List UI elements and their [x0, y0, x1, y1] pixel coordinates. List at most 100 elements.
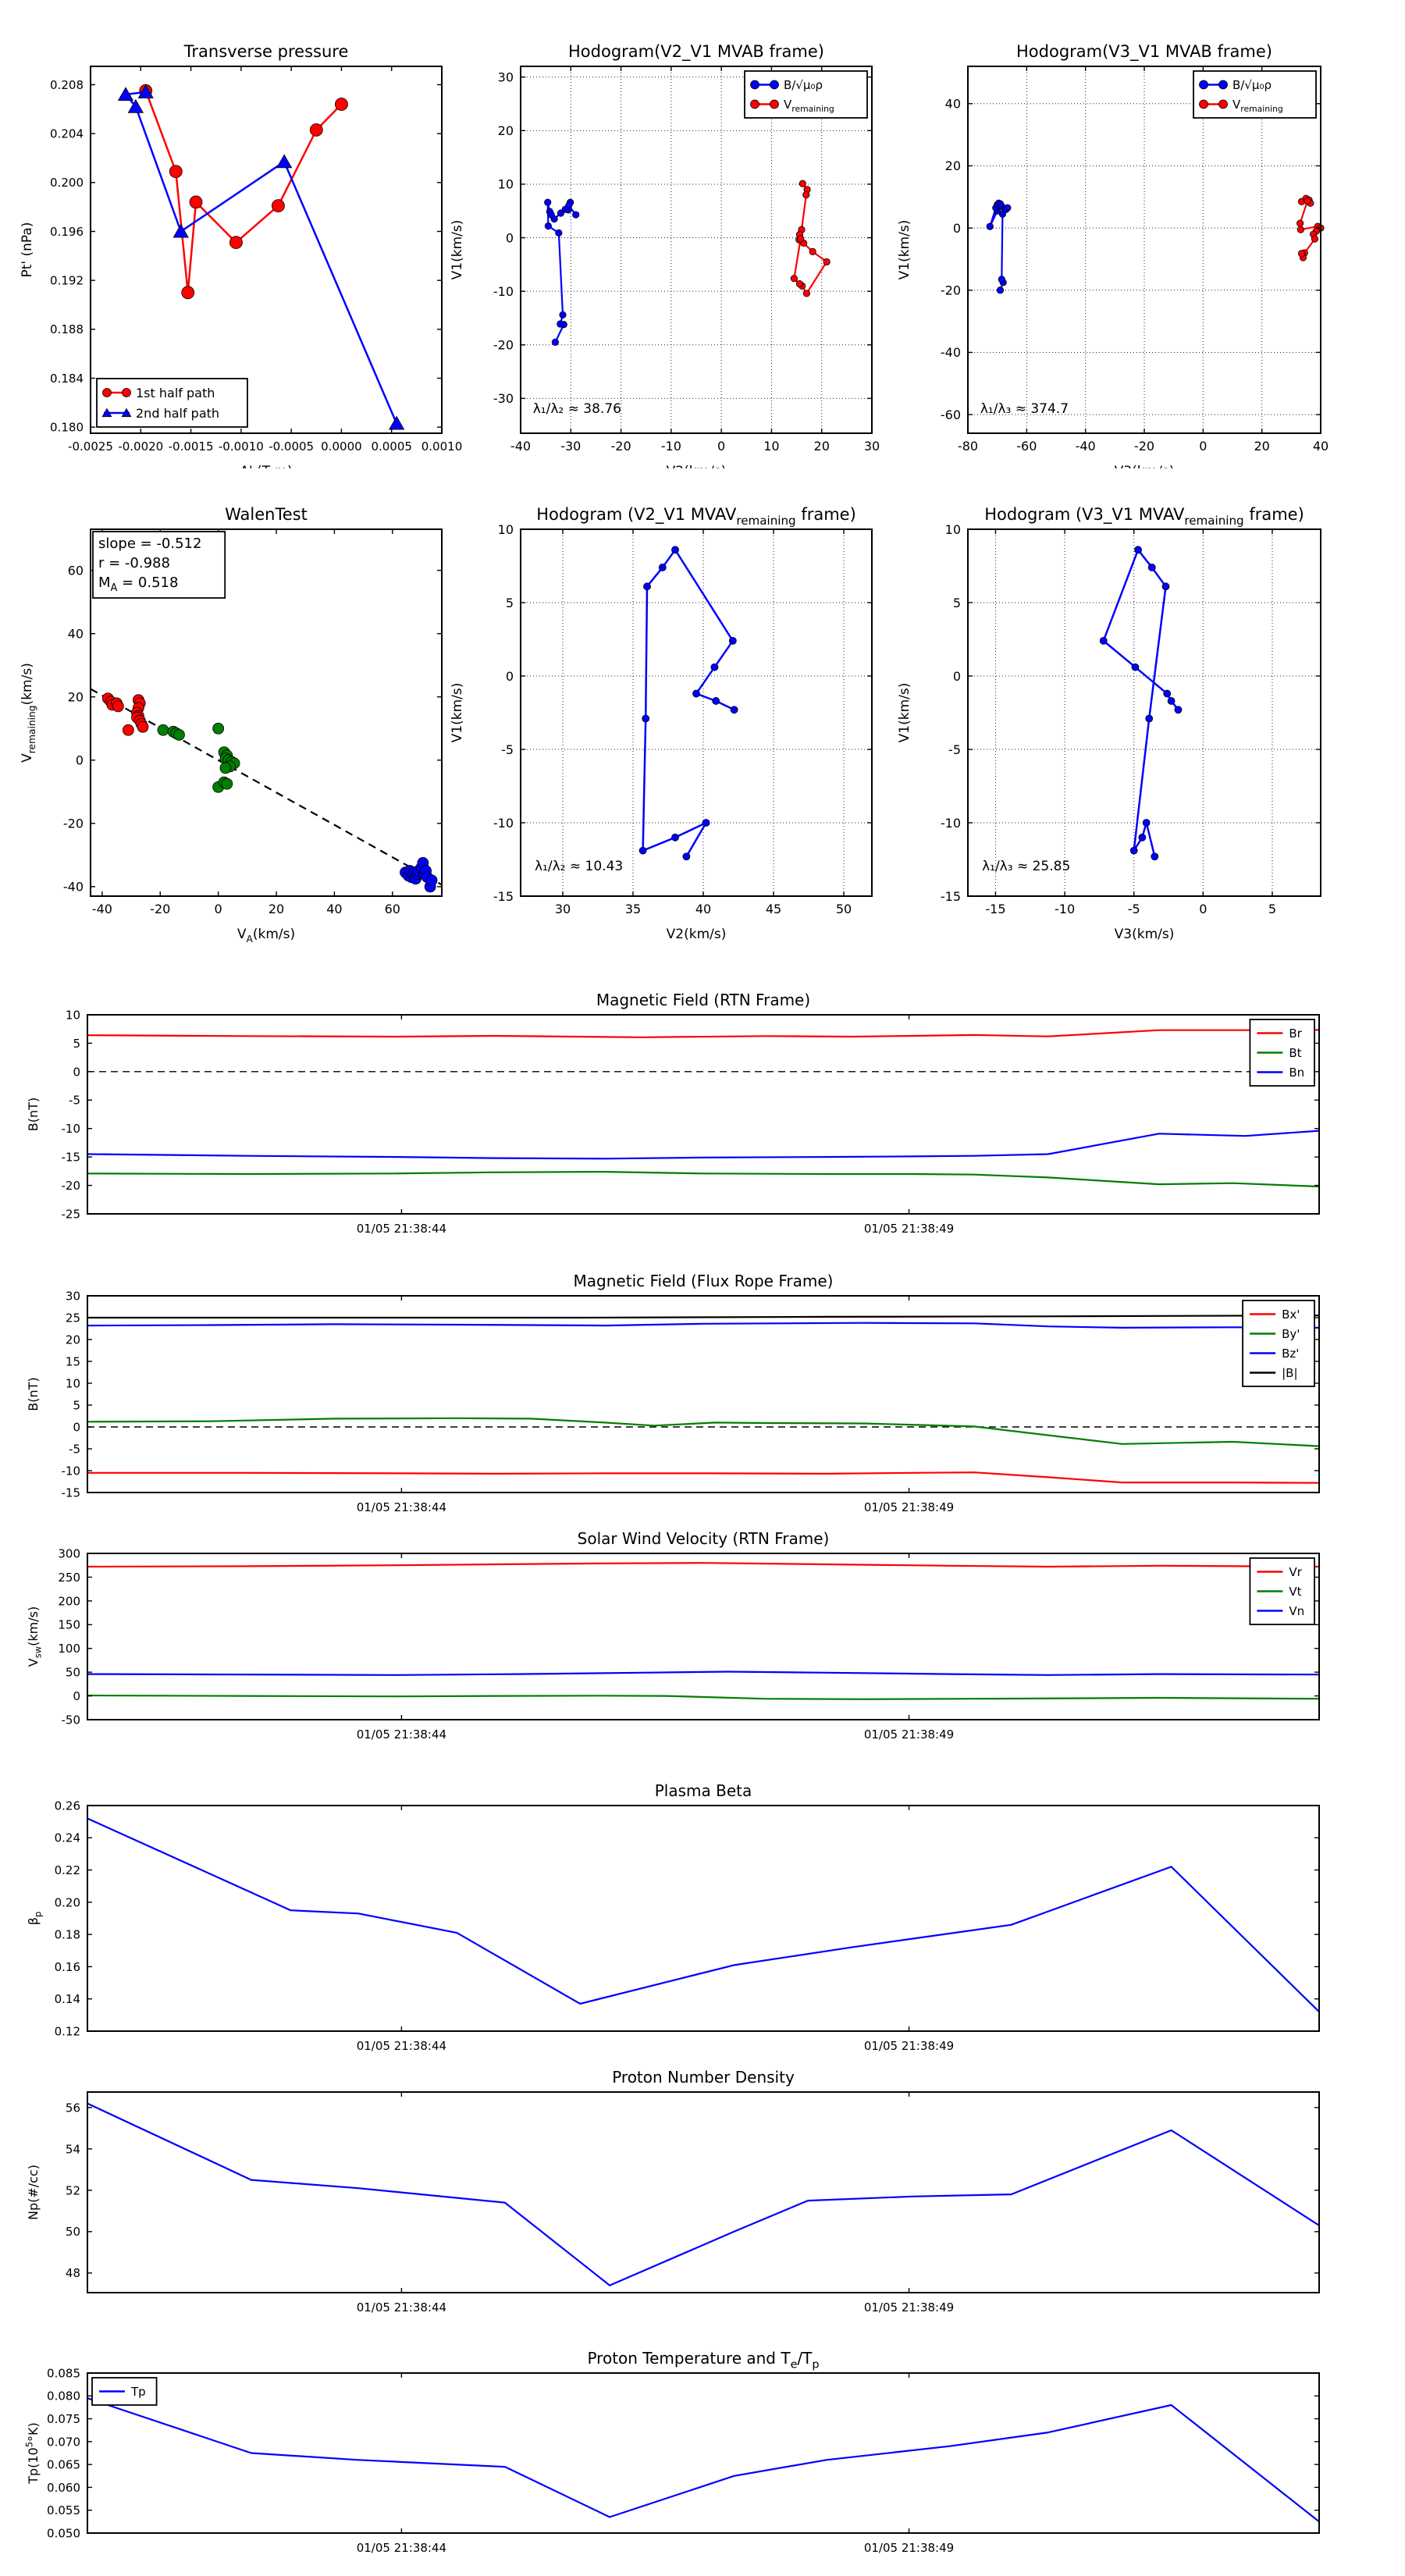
y-tick-label: 20: [945, 158, 961, 173]
y-tick-label: 20: [68, 690, 84, 705]
y-tick-label: -15: [493, 889, 514, 904]
x-tick-label: 01/05 21:38:44: [357, 2541, 446, 2555]
chart-transverse-pressure: -0.0025 -0.0020 -0.0015 -0.0010 -0.0005 0.000…: [0, 12, 468, 468]
plot-svg-proton-number-density: 01/05 21:38:44 01/05 21:38:49 48 50 52 54 56 Pr…: [26, 2068, 1320, 2314]
legend-label: Vr: [1289, 1565, 1302, 1579]
y-tick-label: 0: [76, 753, 84, 768]
x-tick-label: -0.0015: [169, 439, 214, 454]
panel-magnetic-field-flux-rope: 01/05 21:38:44 01/05 21:38:49 -15 -10 -5 0 5 10…: [0, 1257, 1405, 1514]
y-tick-label: -20: [493, 338, 514, 353]
series-Tp: [87, 2397, 1320, 2523]
plot-title: Plasma Beta: [655, 1781, 752, 1800]
y-tick-label: -10: [941, 816, 961, 831]
ticks: [87, 1014, 1319, 1215]
x-tick-label: 01/05 21:38:44: [357, 1727, 446, 1742]
y-tick-label: 0.20: [55, 1895, 80, 1909]
axes-frame: [87, 1295, 1320, 1493]
y-tick-label: 20: [66, 1332, 80, 1347]
tick-labels: -80 -60 -40 -20 0 20 40 -60 -40 -20 0 20 40: [941, 97, 1329, 454]
series-Vt: [87, 1694, 1320, 1700]
y-tick-label: 0.196: [50, 225, 84, 239]
svg-text:MA = 0.518: MA = 0.518: [98, 575, 178, 594]
series-1st half path: [139, 84, 348, 300]
panel-proton-temperature: 01/05 21:38:44 01/05 21:38:49 0.050 0.055 0.…: [0, 2334, 1405, 2576]
series-second: [400, 857, 438, 893]
x-tick-label: 20: [1254, 439, 1269, 454]
legend-label: By': [1282, 1327, 1300, 1341]
series-V_{remaining}: [790, 180, 831, 297]
x-tick-label: 5: [1268, 902, 1276, 916]
y-tick-label: 0.080: [47, 2389, 80, 2403]
y-tick-label: 0.188: [50, 322, 84, 336]
y-tick-label: 10: [498, 177, 514, 192]
y-tick-label: 250: [58, 1571, 80, 1585]
x-tick-label: 01/05 21:38:49: [864, 2541, 954, 2555]
y-tick-label: 0: [73, 1420, 80, 1434]
ticks: [87, 1295, 1319, 1493]
y-tick-label: 0: [73, 1689, 80, 1703]
series-Br: [87, 1029, 1320, 1038]
x-tick-label: -40: [510, 439, 531, 454]
y-tick-label: -10: [493, 284, 514, 299]
legend-label: Bn: [1289, 1066, 1304, 1080]
tick-labels: 01/05 21:38:44 01/05 21:38:49 48 50 52 54 56: [66, 2101, 954, 2314]
x-tick-label: 0: [215, 902, 222, 916]
y-tick-label: 150: [58, 1618, 80, 1632]
y-tick-label: -20: [62, 1179, 81, 1193]
tick-labels: 01/05 21:38:44 01/05 21:38:49 0.050 0.055 0.…: [47, 2366, 954, 2555]
series-B/√μ₀ρ: [544, 198, 580, 346]
plot-svg-transverse-pressure: -0.0025 -0.0020 -0.0015 -0.0010 -0.0005 0.000…: [20, 42, 463, 468]
x-tick-label: -5: [1128, 902, 1140, 916]
legend-label: |B|: [1282, 1366, 1297, 1380]
plot-svg-hodogram-v3v1-mvab: -80 -60 -40 -20 0 20 40 -60 -40 -20 0 20 40 Hodogram(…: [897, 42, 1329, 468]
legend: Bx' By' Bz' |B|: [1242, 1300, 1315, 1387]
y-tick-label: -15: [941, 889, 961, 904]
tick-labels: 01/05 21:38:44 01/05 21:38:49 -25 -20 -15 -10…: [62, 1008, 955, 1236]
axes-frame: [87, 1553, 1320, 1720]
y-tick-label: 0.208: [50, 78, 84, 92]
x-tick-label: 01/05 21:38:49: [864, 2300, 954, 2314]
y-tick-label: 0.22: [55, 1863, 80, 1877]
y-tick-label: 0.055: [47, 2503, 80, 2517]
y-tick-label: 25: [66, 1311, 80, 1325]
y-tick-label: 10: [945, 522, 961, 537]
y-tick-label: -10: [62, 1464, 81, 1478]
legend-label: Vremaining: [784, 98, 834, 114]
axes-frame: [87, 1014, 1320, 1215]
tick-labels: 01/05 21:38:44 01/05 21:38:49 -15 -10 -5 0 5 10…: [62, 1289, 955, 1514]
y-tick-label: 5: [506, 596, 514, 610]
x-axis-label: V3(km/s): [1115, 927, 1175, 942]
legend: Vr Vt Vn: [1249, 1557, 1315, 1625]
lambda-annotation: λ₁/λ₃ ≈ 374.7: [980, 401, 1069, 417]
y-tick-label: -10: [62, 1122, 81, 1136]
x-axis-label: V2(km/s): [667, 464, 727, 468]
y-tick-label: 0.16: [55, 1960, 80, 1974]
y-axis-label: B(nT): [26, 1098, 41, 1131]
series-Np: [87, 2102, 1320, 2286]
x-tick-label: 40: [695, 902, 711, 916]
tick-labels: -40 -20 0 20 40 60 -40 -20 0 20 40 60: [63, 563, 400, 916]
x-tick-label: -40: [1076, 439, 1096, 454]
y-axis-label: Vremaining(km/s): [20, 663, 37, 763]
x-tick-label: 35: [625, 902, 641, 916]
plot-svg-proton-temperature: 01/05 21:38:44 01/05 21:38:49 0.050 0.055 0.…: [24, 2349, 1320, 2555]
axes-frame: [90, 528, 443, 897]
x-tick-label: 01/05 21:38:44: [357, 2039, 446, 2053]
axes-frame: [520, 66, 873, 434]
x-tick-label: 0.0010: [422, 439, 463, 454]
x-axis-label: V3(km/s): [1115, 464, 1175, 468]
y-axis-label: B(nT): [26, 1377, 41, 1411]
x-axis-label: VA(km/s): [237, 927, 295, 945]
panel-plasma-beta: 01/05 21:38:44 01/05 21:38:49 0.12 0.14 0.16…: [0, 1767, 1405, 2053]
y-tick-label: 30: [66, 1289, 80, 1303]
x-tick-label: 01/05 21:38:44: [357, 1222, 446, 1236]
x-tick-label: -60: [1016, 439, 1037, 454]
y-tick-label: 10: [498, 522, 514, 537]
tick-labels: -40 -30 -20 -10 0 10 20 30 -30 -20 -10 0 10 20 30: [493, 69, 880, 454]
legend-label: Bt: [1289, 1046, 1301, 1060]
y-tick-label: 0.200: [50, 176, 84, 190]
y-tick-label: -40: [941, 345, 961, 360]
ticks: [967, 66, 1321, 433]
y-tick-label: -30: [493, 391, 514, 406]
legend-label: Vremaining: [1232, 98, 1283, 114]
